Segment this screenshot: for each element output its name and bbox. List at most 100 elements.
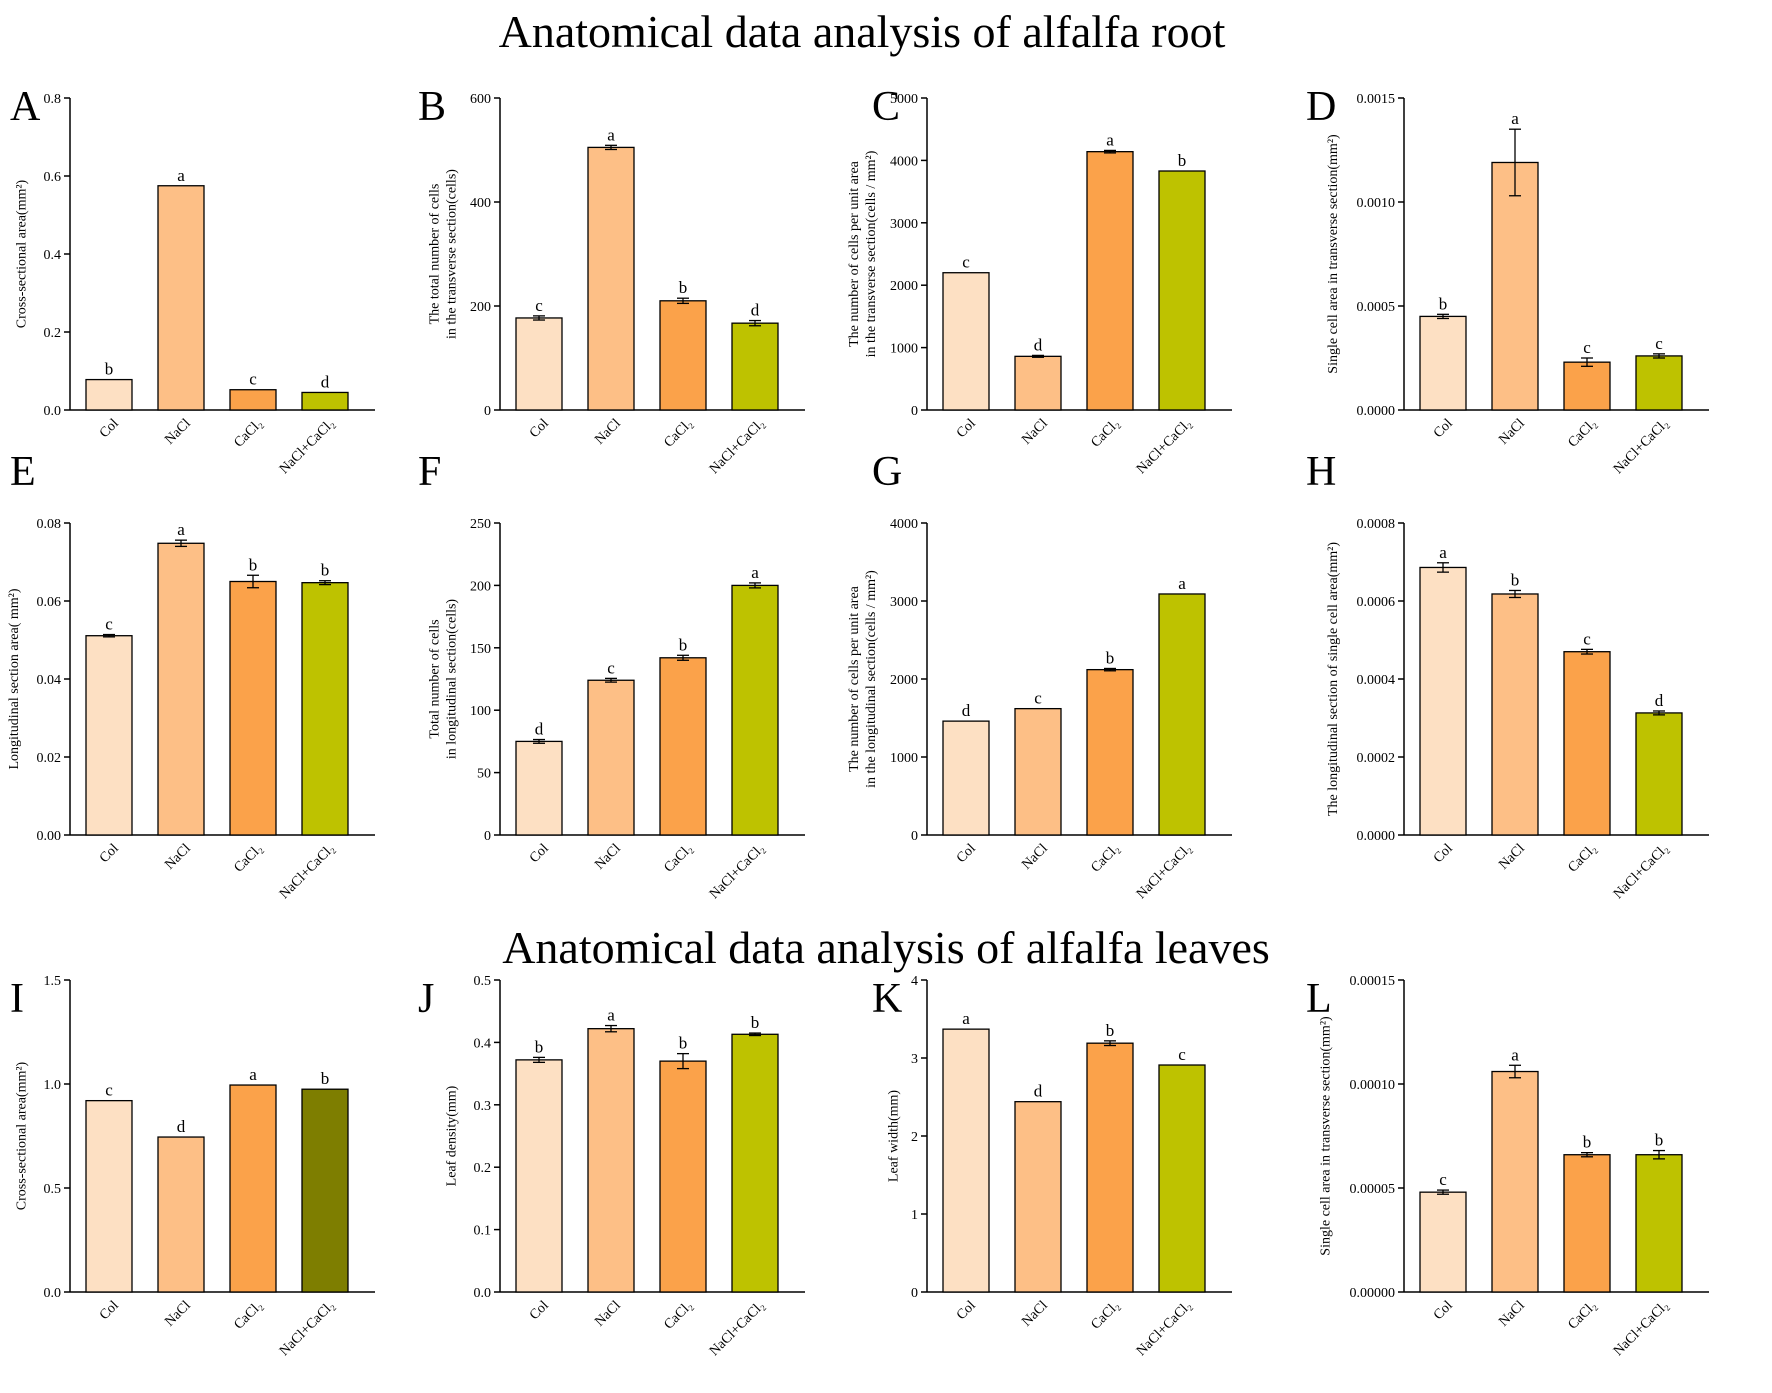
- panel-letter: L: [1306, 976, 1332, 1022]
- panel-letter: D: [1306, 84, 1336, 130]
- significance-letter: b: [751, 1013, 760, 1032]
- significance-letter: d: [321, 372, 330, 391]
- y-tick-label: 0.2: [474, 1161, 492, 1176]
- category-label: CaCl₂: [1088, 416, 1122, 450]
- y-tick-label: 0: [911, 829, 918, 844]
- significance-letter: b: [1439, 294, 1448, 313]
- chart-panel-f: F 0 50 100 150 200 250 Total number of cells in …: [418, 449, 805, 902]
- bar-cacl2: [659, 1060, 707, 1293]
- category-label: NaCl: [1019, 1298, 1051, 1330]
- y-tick-label: 1.5: [44, 974, 62, 989]
- y-tick-label: 0.02: [37, 751, 62, 766]
- y-tick-label: 0.2: [44, 326, 62, 341]
- y-axis-title: Longitudinal section area( mm²): [7, 588, 22, 769]
- bar-cacl2: [229, 1084, 277, 1293]
- y-tick-label: 50: [477, 767, 491, 782]
- chart-panel-j: J 0.0 0.1 0.2 0.3 0.4 0.5 Leaf density(mm) b Col a…: [418, 974, 805, 1359]
- significance-letter: b: [679, 1034, 688, 1053]
- y-tick-label: 0.00010: [1350, 1078, 1396, 1093]
- bar-cacl2: [1086, 151, 1134, 411]
- y-tick-label: 0.00005: [1350, 1182, 1396, 1197]
- significance-letter: c: [535, 296, 543, 315]
- category-label: NaCl+CaCl₂: [1611, 1298, 1672, 1359]
- y-axis-title: The number of cells per unit area: [847, 160, 862, 347]
- significance-letter: c: [105, 615, 113, 634]
- y-tick-label: 400: [470, 196, 491, 211]
- bar-nacl-cacl2: [1158, 170, 1206, 411]
- category-label: NaCl+CaCl₂: [707, 416, 768, 477]
- category-label: Col: [954, 416, 979, 441]
- y-tick-label: 0.0: [44, 1286, 62, 1301]
- category-label: NaCl: [1019, 416, 1051, 448]
- bar-nacl: [587, 679, 635, 836]
- bar-col: [515, 317, 563, 411]
- category-label: NaCl: [162, 416, 194, 448]
- y-axis-title: The number of cells per unit area: [847, 585, 862, 772]
- category-label: Col: [527, 1298, 552, 1323]
- chart-panel-a: A 0.0 0.2 0.4 0.6 0.8 Cross-sectional area(mm²…: [10, 84, 375, 477]
- bar-col: [85, 378, 133, 411]
- category-label: Col: [97, 416, 122, 441]
- y-tick-label: 250: [470, 517, 491, 532]
- significance-letter: b: [1655, 1131, 1664, 1150]
- significance-letter: d: [962, 701, 971, 720]
- y-tick-label: 0.6: [44, 170, 62, 185]
- category-label: NaCl+CaCl₂: [277, 1298, 338, 1359]
- significance-letter: c: [249, 370, 257, 389]
- bar-nacl: [587, 1028, 635, 1293]
- bar-nacl: [1491, 1070, 1539, 1293]
- category-label: NaCl: [592, 841, 624, 873]
- y-tick-label: 3000: [890, 217, 918, 232]
- significance-letter: c: [1583, 629, 1591, 648]
- bar-nacl: [1491, 593, 1539, 836]
- category-label: Col: [1431, 841, 1456, 866]
- y-tick-label: 0.5: [474, 974, 492, 989]
- significance-letter: b: [1106, 1021, 1115, 1040]
- bar-nacl: [157, 542, 205, 836]
- panel-letter: G: [872, 449, 902, 495]
- panel-letter: K: [872, 976, 902, 1022]
- y-tick-label: 0.1: [474, 1224, 492, 1239]
- category-label: NaCl+CaCl₂: [1611, 841, 1672, 902]
- y-axis-title: in longitudinal section(cells): [445, 599, 460, 760]
- significance-letter: b: [679, 278, 688, 297]
- category-label: CaCl₂: [661, 841, 695, 875]
- significance-letter: d: [751, 301, 760, 320]
- bar-nacl-cacl2: [731, 584, 779, 836]
- y-tick-label: 0.0005: [1357, 300, 1396, 315]
- y-tick-label: 1000: [890, 751, 918, 766]
- category-label: NaCl+CaCl₂: [277, 416, 338, 477]
- significance-letter: c: [962, 253, 970, 272]
- significance-letter: a: [1178, 574, 1186, 593]
- y-axis-title: Cross-sectional area(mm²): [15, 1061, 30, 1210]
- category-label: CaCl₂: [231, 1298, 265, 1332]
- bar-nacl: [1491, 161, 1539, 411]
- y-tick-label: 2: [911, 1130, 918, 1145]
- y-tick-label: 2000: [890, 673, 918, 688]
- significance-letter: c: [1034, 689, 1042, 708]
- bar-nacl-cacl2: [731, 1033, 779, 1293]
- bar-cacl2: [229, 389, 277, 411]
- category-label: Col: [1431, 1298, 1456, 1323]
- y-tick-label: 1000: [890, 342, 918, 357]
- panel-letter: E: [10, 449, 36, 495]
- significance-letter: a: [249, 1065, 257, 1084]
- chart-panel-h: H 0.0000 0.0002 0.0004 0.0006 0.0008 The longi…: [1306, 449, 1709, 902]
- y-axis-title: Cross-sectional area(mm²): [15, 179, 30, 328]
- category-label: NaCl+CaCl₂: [707, 1298, 768, 1359]
- significance-letter: a: [962, 1009, 970, 1028]
- bar-cacl2: [659, 300, 707, 411]
- y-tick-label: 0.8: [44, 92, 62, 107]
- y-tick-label: 3: [911, 1052, 918, 1067]
- y-tick-label: 0.3: [474, 1099, 492, 1114]
- bar-nacl: [157, 185, 205, 411]
- significance-letter: d: [1034, 1082, 1043, 1101]
- category-label: NaCl: [1019, 841, 1051, 873]
- y-tick-label: 1: [911, 1208, 918, 1223]
- y-tick-label: 600: [470, 92, 491, 107]
- bar-nacl: [157, 1136, 205, 1293]
- y-axis-title: Total number of cells: [428, 619, 443, 738]
- category-label: NaCl: [1496, 1298, 1528, 1330]
- significance-letter: a: [1511, 1045, 1519, 1064]
- significance-letter: b: [679, 635, 688, 654]
